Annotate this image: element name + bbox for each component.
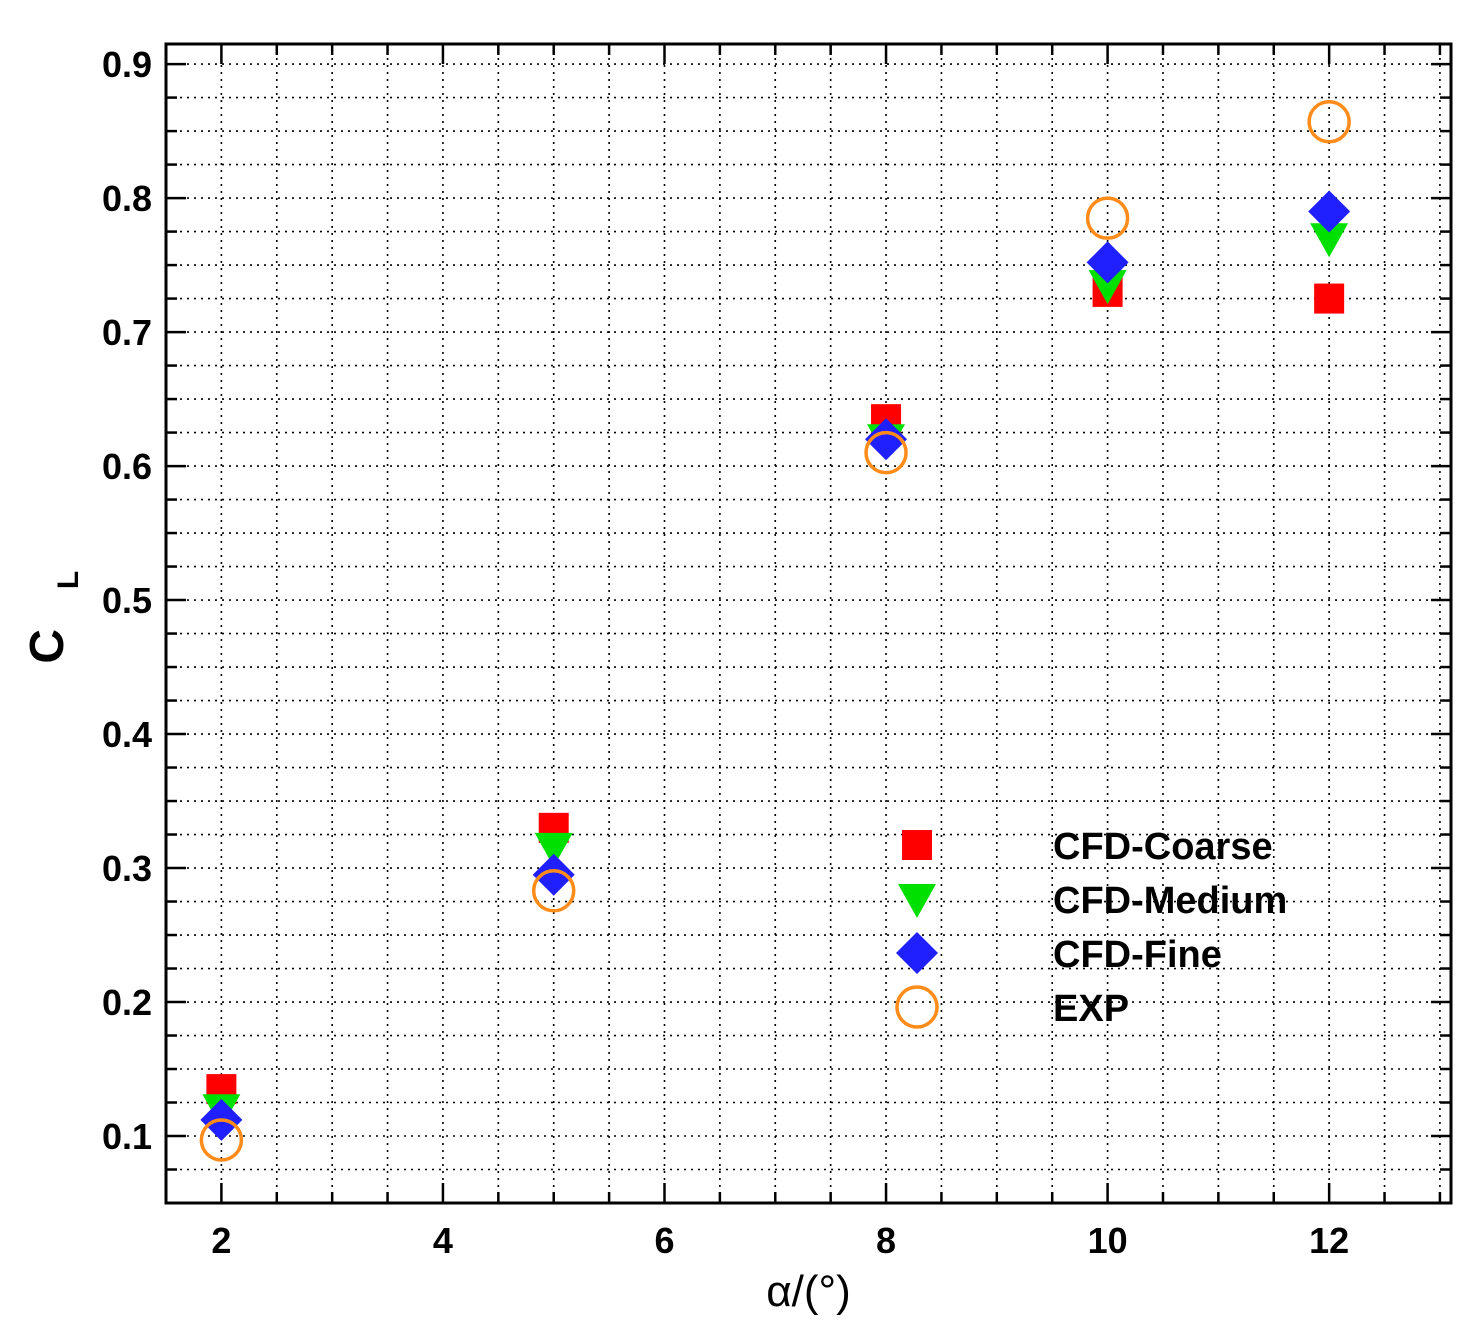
data-point — [865, 418, 908, 461]
x-tick-label: 2 — [211, 1220, 231, 1261]
data-point — [864, 430, 908, 475]
y-tick-label: 0.7 — [102, 312, 152, 353]
x-tick-label: 6 — [654, 1220, 674, 1261]
x-tick-label: 10 — [1088, 1220, 1128, 1261]
series-cfd-fine — [200, 190, 1351, 1141]
y-tick-label: 0.6 — [102, 446, 152, 487]
legend-label: EXP — [1053, 988, 1129, 1030]
y-tick-label: 0.3 — [102, 848, 152, 889]
legend-label: CFD-Medium — [1053, 880, 1287, 922]
y-tick-label: 0.2 — [102, 982, 152, 1023]
legend-marker — [902, 830, 932, 860]
marks-layer — [199, 99, 1351, 1162]
data-point — [532, 853, 575, 896]
data-point — [1308, 190, 1351, 233]
legend-marker — [898, 884, 936, 918]
axis-layer: 2 4 6 8 10 12 0.1 0.2 0.3 0.4 0.5 0.6 0.7 0.8 0.9 — [102, 42, 1453, 1261]
data-point — [1307, 99, 1351, 144]
legend: CFD-Coarse CFD-Medium CFD-Fine EXP — [895, 826, 1287, 1030]
legend-label: CFD-Coarse — [1053, 826, 1273, 868]
data-point — [1085, 196, 1130, 240]
series-exp — [199, 99, 1351, 1162]
x-tick-label: 8 — [876, 1220, 896, 1261]
data-point — [199, 1118, 244, 1162]
y-tick-label: 0.1 — [102, 1116, 152, 1157]
data-point — [1310, 223, 1349, 258]
legend-marker — [895, 985, 939, 1029]
data-point — [1314, 283, 1345, 314]
y-axis-title-main: C — [21, 629, 74, 664]
x-axis-title: α/(°) — [766, 1267, 851, 1316]
legend-entry: CFD-Fine — [896, 932, 1222, 976]
data-point — [1086, 241, 1129, 284]
data-point — [531, 869, 576, 913]
grid-layer — [165, 44, 1451, 1204]
y-tick-label: 0.4 — [102, 714, 152, 755]
y-tick-label: 0.5 — [102, 580, 152, 621]
x-tick-label: 4 — [433, 1220, 453, 1261]
y-tick-label: 0.9 — [102, 44, 152, 85]
y-axis-title: C L — [21, 571, 85, 664]
legend-label: CFD-Fine — [1053, 934, 1222, 976]
y-tick-label: 0.8 — [102, 178, 152, 219]
legend-entry: CFD-Medium — [898, 880, 1287, 922]
y-axis-title-subscript: L — [52, 571, 85, 589]
x-tick-label: 12 — [1309, 1220, 1349, 1261]
legend-marker — [896, 932, 938, 974]
legend-entry: CFD-Coarse — [902, 826, 1273, 868]
series-cfd-coarse — [206, 276, 1345, 1105]
data-point — [1088, 270, 1127, 305]
plot-frame — [164, 42, 1453, 1205]
data-point — [534, 832, 573, 867]
legend-entry: EXP — [895, 985, 1129, 1030]
